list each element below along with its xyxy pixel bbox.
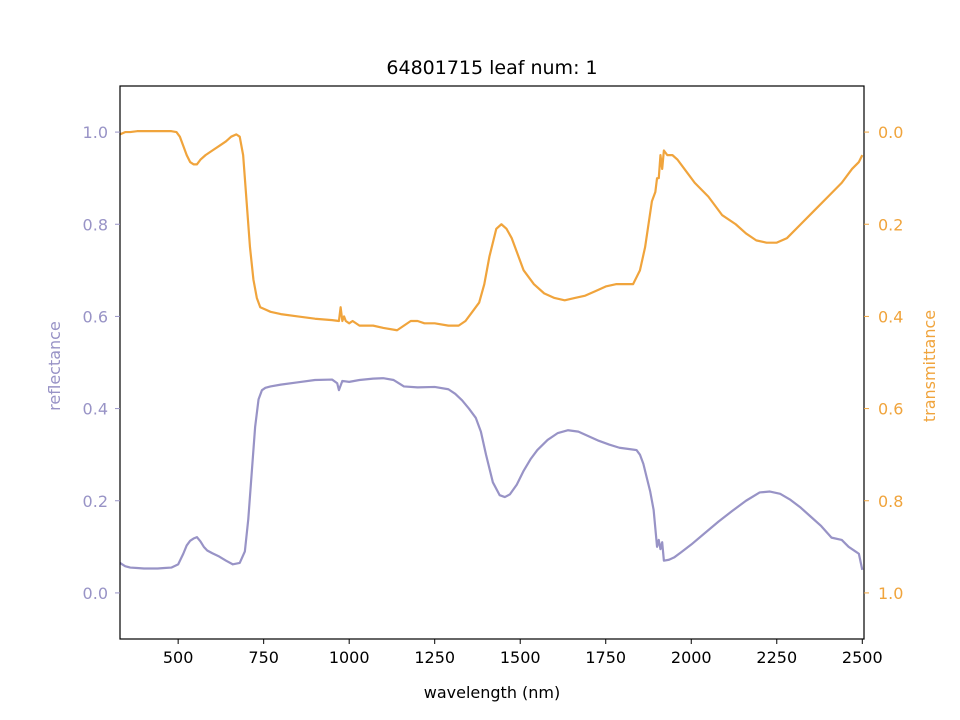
- chart-title: 64801715 leaf num: 1: [386, 57, 597, 79]
- x-axis: 500 750 1000 1250 1500 1750 2000 2250 2500: [163, 639, 883, 667]
- y-right-tick-label: 0.0: [878, 123, 903, 142]
- x-tick-label: 2000: [671, 648, 712, 667]
- y-right-tick-label: 0.2: [878, 215, 903, 234]
- x-tick-label: 750: [248, 648, 279, 667]
- y-axis-left: 0.0 0.2 0.4 0.6 0.8 1.0: [83, 123, 120, 603]
- y-right-tick-label: 0.6: [878, 400, 903, 419]
- x-tick-label: 2250: [756, 648, 797, 667]
- y-left-tick-label: 0.8: [83, 215, 108, 234]
- y-left-tick-label: 0.4: [83, 400, 108, 419]
- x-tick-label: 1000: [329, 648, 370, 667]
- y-left-tick-label: 0.0: [83, 584, 108, 603]
- x-axis-label: wavelength (nm): [424, 683, 561, 702]
- series-layer: [120, 130, 864, 571]
- y-axis-right: 0.0 0.2 0.4 0.6 0.8 1.0: [864, 123, 903, 603]
- series-line-transmittance: [120, 130, 864, 332]
- y-right-tick-label: 0.4: [878, 307, 903, 326]
- x-tick-label: 500: [163, 648, 194, 667]
- y-left-tick-label: 0.6: [83, 307, 108, 326]
- y-left-tick-label: 0.2: [83, 492, 108, 511]
- x-tick-label: 1750: [585, 648, 626, 667]
- x-tick-label: 2500: [842, 648, 883, 667]
- y-axis-right-label: transmittance: [920, 310, 939, 422]
- y-axis-left-label: reflectance: [45, 321, 64, 411]
- x-tick-label: 1500: [500, 648, 541, 667]
- y-right-tick-label: 0.8: [878, 492, 903, 511]
- series-line-reflectance: [120, 377, 864, 571]
- y-right-tick-label: 1.0: [878, 584, 903, 603]
- plot-frame: [119, 85, 865, 640]
- y-left-tick-label: 1.0: [83, 123, 108, 142]
- x-tick-label: 1250: [414, 648, 455, 667]
